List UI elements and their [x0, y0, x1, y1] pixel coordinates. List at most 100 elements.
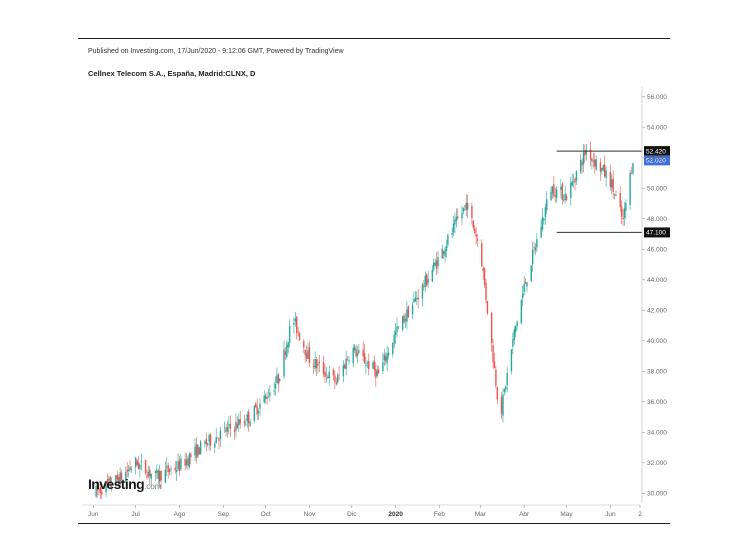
candle-body	[404, 318, 407, 321]
candle	[225, 423, 227, 437]
candle	[127, 464, 130, 478]
candle	[362, 341, 364, 362]
candle	[565, 193, 568, 201]
candle	[108, 475, 110, 484]
candle-body	[266, 397, 268, 400]
candle	[223, 421, 226, 433]
candle	[239, 411, 241, 429]
candle	[298, 331, 301, 341]
candle	[317, 359, 319, 374]
candle-body	[551, 186, 554, 194]
candle	[536, 233, 538, 253]
support-resistance-lines: 52.420 47.100 52.020	[556, 146, 670, 238]
candle-body	[602, 165, 604, 170]
candle	[105, 480, 107, 497]
y-tick-label: 46.000	[647, 246, 667, 253]
candle	[447, 233, 449, 248]
candle-body	[565, 195, 568, 201]
candle	[277, 372, 280, 393]
candle	[338, 365, 340, 381]
candle-body	[543, 218, 545, 221]
candle-body	[305, 352, 308, 359]
candle	[533, 241, 535, 254]
candle	[177, 453, 179, 471]
candle	[219, 426, 222, 447]
candle	[116, 471, 119, 482]
candle-body	[154, 470, 157, 473]
candle-body	[296, 316, 298, 333]
candle	[194, 438, 196, 462]
candle	[474, 224, 476, 234]
candle	[253, 404, 256, 423]
candle-body	[461, 212, 463, 219]
candle	[180, 454, 182, 471]
candle-body	[157, 470, 159, 480]
candle	[346, 355, 349, 361]
candle-body	[215, 437, 217, 444]
candle-body	[294, 318, 297, 322]
candle-body	[98, 488, 100, 490]
candle-body	[185, 459, 188, 466]
candle-body	[249, 422, 251, 427]
candle	[355, 344, 357, 359]
candle	[129, 460, 131, 473]
candle	[599, 158, 602, 181]
candle-body	[454, 219, 456, 225]
candle	[612, 170, 614, 199]
candle-body	[433, 262, 435, 270]
candle	[490, 312, 493, 352]
candle-body	[368, 361, 370, 370]
candle	[407, 304, 410, 318]
candle-body	[318, 361, 321, 364]
candle	[368, 353, 370, 376]
candle-body	[101, 491, 103, 495]
candle-body	[120, 472, 123, 480]
candle	[160, 470, 162, 489]
candle	[255, 401, 257, 409]
candle	[269, 385, 271, 402]
candle	[233, 426, 236, 440]
y-tick-label: 38.000	[647, 368, 667, 375]
candle-body	[475, 234, 477, 237]
candle-body	[325, 373, 328, 376]
candle-body	[554, 195, 556, 197]
candle	[534, 243, 537, 256]
candle	[214, 440, 216, 454]
candle-body	[512, 339, 514, 347]
candle	[185, 452, 188, 469]
candle-body	[363, 353, 366, 364]
candle-body	[435, 260, 438, 269]
y-tick-label: 32.000	[647, 460, 667, 467]
candle-body	[423, 286, 425, 288]
y-tick-label: 34.000	[647, 430, 667, 437]
x-tick-label: Feb	[434, 511, 446, 518]
candle	[156, 464, 158, 479]
y-tick-label: 40.000	[647, 338, 667, 345]
candle-body	[239, 419, 241, 424]
candle-body	[571, 181, 573, 186]
candle-body	[500, 396, 503, 414]
candle	[207, 442, 209, 447]
candle-body	[327, 376, 329, 379]
candle-body	[613, 193, 616, 195]
y-tick-label: 56.000	[647, 94, 667, 101]
candle-body	[199, 441, 202, 454]
candle	[414, 290, 417, 303]
candle-body	[110, 485, 113, 487]
candle	[595, 155, 597, 172]
candle-body	[307, 350, 309, 360]
candle	[475, 226, 477, 245]
candle-body	[129, 466, 131, 470]
candle	[560, 179, 562, 199]
candle	[144, 459, 147, 476]
candle-body	[276, 375, 278, 383]
candle-body	[105, 481, 107, 493]
candle	[283, 340, 285, 379]
candle-body	[452, 223, 455, 233]
candle	[496, 386, 499, 405]
candle-body	[106, 479, 109, 483]
candle-body	[150, 473, 152, 479]
candle-body	[139, 464, 141, 469]
candle-body	[377, 369, 380, 374]
candle-body	[411, 304, 414, 315]
